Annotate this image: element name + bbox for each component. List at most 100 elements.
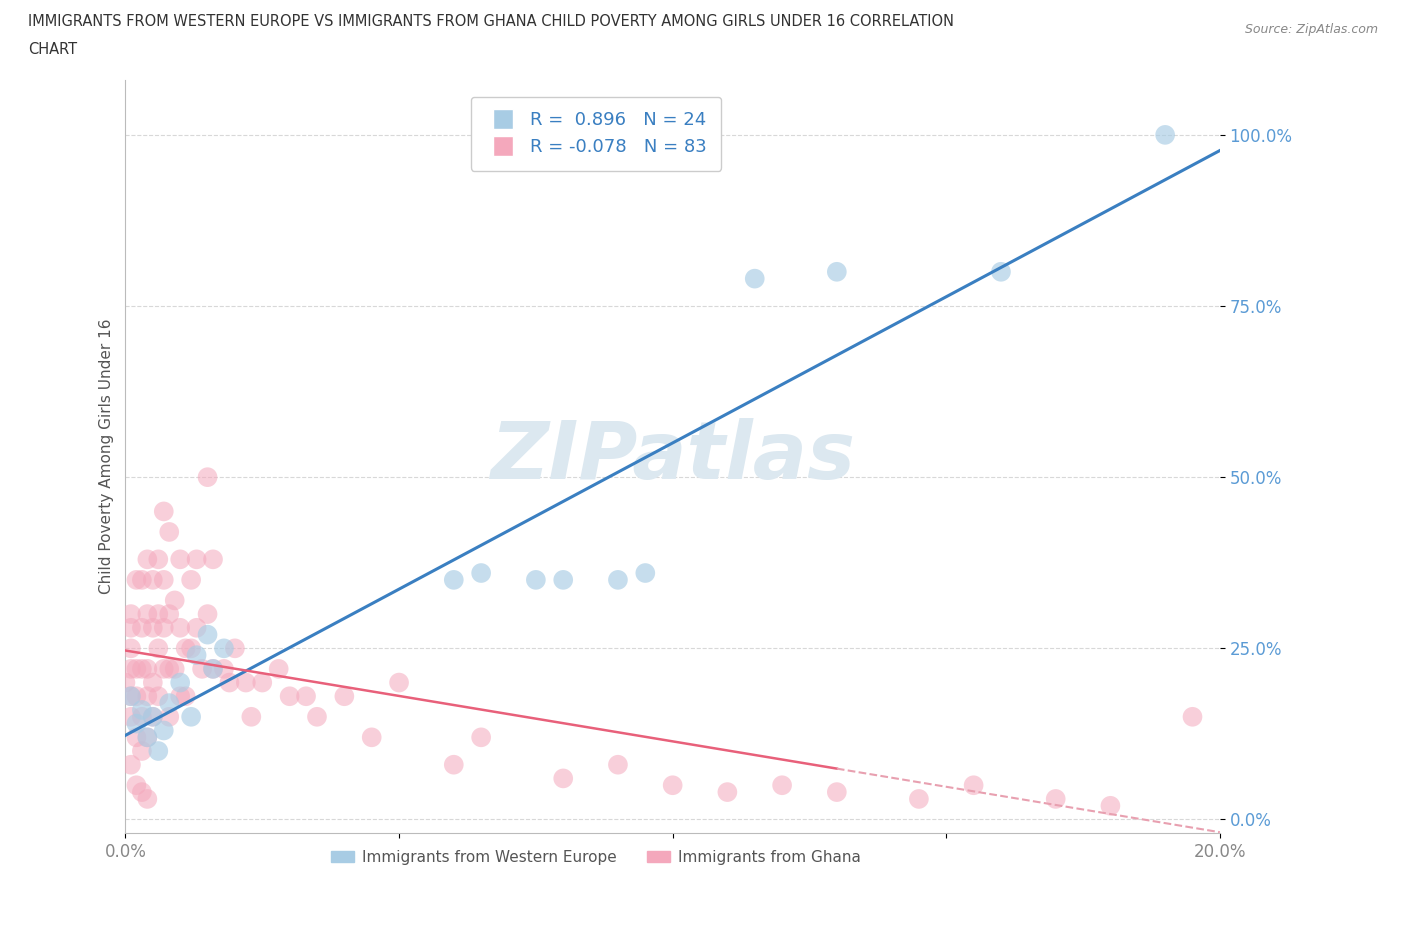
Point [142, 710, 165, 724]
Point [1181, 710, 1204, 724]
Point [180, 641, 202, 656]
Point [716, 785, 738, 800]
Point [553, 573, 575, 588]
Text: ZIPatlas: ZIPatlas [491, 418, 855, 496]
Point [212, 641, 235, 656]
Point [524, 573, 547, 588]
Point [169, 675, 191, 690]
Point [157, 696, 180, 711]
Point [278, 689, 301, 704]
Point [131, 573, 153, 588]
Point [148, 606, 170, 621]
Point [169, 620, 191, 635]
Point [202, 661, 225, 676]
Point [120, 757, 142, 772]
Point [1099, 798, 1122, 813]
Point [333, 689, 356, 704]
Point [174, 689, 197, 704]
Point [360, 730, 382, 745]
Point [157, 606, 180, 621]
Point [157, 525, 180, 539]
Point [197, 627, 219, 642]
Point [136, 689, 159, 704]
Point [157, 661, 180, 676]
Point [607, 757, 630, 772]
Point [136, 730, 159, 745]
Point [142, 675, 165, 690]
Point [136, 791, 159, 806]
Point [305, 710, 328, 724]
Point [120, 689, 142, 704]
Point [186, 620, 208, 635]
Point [120, 689, 142, 704]
Point [267, 661, 290, 676]
Point [443, 757, 465, 772]
Point [131, 710, 153, 724]
Point [169, 689, 191, 704]
Point [131, 620, 153, 635]
Point [136, 730, 159, 745]
Point [962, 777, 984, 792]
Point [142, 573, 165, 588]
Point [634, 565, 657, 580]
Point [163, 593, 186, 608]
Point [169, 551, 191, 566]
Point [136, 661, 159, 676]
Point [152, 661, 174, 676]
Point [131, 785, 153, 800]
Point [908, 791, 931, 806]
Point [202, 661, 225, 676]
Point [120, 606, 142, 621]
Point [152, 573, 174, 588]
Point [295, 689, 318, 704]
Point [252, 675, 274, 690]
Point [770, 777, 793, 792]
Point [553, 771, 575, 786]
Point [470, 730, 492, 745]
Point [120, 620, 142, 635]
Point [125, 661, 148, 676]
Point [152, 723, 174, 737]
Point [1045, 791, 1067, 806]
Point [197, 606, 219, 621]
Point [191, 661, 214, 676]
Point [202, 551, 225, 566]
Point [990, 264, 1012, 279]
Point [388, 675, 411, 690]
Point [136, 551, 159, 566]
Point [163, 661, 186, 676]
Point [661, 777, 683, 792]
Point [148, 551, 170, 566]
Point [1154, 127, 1177, 142]
Point [142, 710, 165, 724]
Y-axis label: Child Poverty Among Girls Under 16: Child Poverty Among Girls Under 16 [100, 319, 114, 594]
Point [136, 606, 159, 621]
Point [825, 264, 848, 279]
Point [235, 675, 257, 690]
Point [152, 620, 174, 635]
Point [125, 573, 148, 588]
Point [131, 702, 153, 717]
Point [125, 716, 148, 731]
Point [218, 675, 240, 690]
Point [120, 710, 142, 724]
Point [131, 744, 153, 759]
Point [186, 647, 208, 662]
Point [744, 272, 766, 286]
Point [607, 573, 630, 588]
Point [443, 573, 465, 588]
Text: Source: ZipAtlas.com: Source: ZipAtlas.com [1244, 23, 1378, 36]
Point [120, 641, 142, 656]
Legend: Immigrants from Western Europe, Immigrants from Ghana: Immigrants from Western Europe, Immigran… [325, 844, 868, 870]
Point [148, 641, 170, 656]
Point [180, 710, 202, 724]
Point [152, 504, 174, 519]
Point [186, 551, 208, 566]
Text: CHART: CHART [28, 42, 77, 57]
Point [120, 661, 142, 676]
Point [180, 573, 202, 588]
Point [125, 777, 148, 792]
Point [157, 710, 180, 724]
Point [212, 661, 235, 676]
Point [125, 689, 148, 704]
